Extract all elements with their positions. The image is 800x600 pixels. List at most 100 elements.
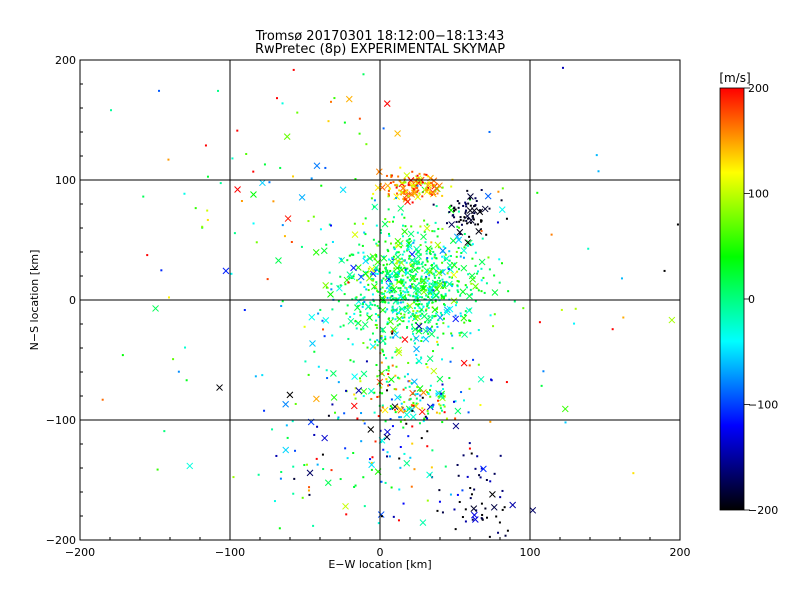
data-point-dot [397, 175, 400, 178]
data-point-dot [275, 454, 278, 457]
data-point-dot [412, 241, 415, 244]
data-point-dot [458, 332, 461, 335]
data-point-dot [408, 279, 411, 282]
data-point-dot [474, 264, 477, 267]
data-point-dot [424, 309, 427, 312]
data-point-dot [455, 301, 458, 304]
data-point-dot [426, 430, 429, 433]
data-point-dot [403, 408, 406, 411]
data-point-x [436, 375, 444, 383]
data-point-dot [412, 401, 415, 404]
data-point-x [384, 182, 392, 190]
data-point-dot [443, 284, 446, 287]
data-point-dot [409, 286, 412, 289]
data-point-dot [351, 343, 354, 346]
data-point-dot [456, 200, 459, 203]
data-point-dot [438, 403, 441, 406]
data-point-dot [432, 262, 435, 265]
data-point-dot [413, 314, 416, 317]
data-point-dot [409, 397, 412, 400]
data-point-dot [449, 360, 452, 363]
y-tick-label: 200 [55, 54, 76, 67]
data-point-dot [379, 271, 382, 274]
data-point-dot [386, 451, 389, 454]
data-point-x [426, 286, 434, 294]
data-point-dot [387, 250, 390, 253]
data-point-x [275, 257, 282, 264]
data-point-dot [337, 300, 340, 303]
data-point-dot [402, 388, 405, 391]
data-point-dot [426, 302, 429, 305]
data-point-dot [413, 301, 416, 304]
data-point-dot [426, 303, 429, 306]
data-point-dot [431, 293, 434, 296]
data-point-dot [345, 312, 348, 315]
data-point-dot [380, 515, 383, 518]
data-point-dot [184, 346, 187, 349]
data-point-dot [454, 304, 457, 307]
data-point-dot [330, 469, 333, 472]
data-point-dot [396, 324, 399, 327]
data-point-dot [431, 449, 434, 452]
data-point-dot [415, 193, 418, 196]
data-point-dot [416, 392, 419, 395]
data-point-dot [432, 203, 435, 206]
data-point-dot [435, 264, 438, 267]
data-point-x [443, 255, 450, 262]
data-point-dot [275, 97, 278, 100]
data-point-dot [391, 330, 394, 333]
data-point-dot [384, 335, 387, 338]
data-point-dot [379, 229, 382, 232]
data-point-dot [370, 461, 373, 464]
data-point-x [392, 331, 399, 339]
x-tick-label: −200 [65, 546, 95, 559]
data-point-dot [423, 219, 426, 222]
data-point-dot [380, 336, 383, 339]
data-point-dot [358, 243, 361, 246]
data-point-dot [489, 420, 492, 423]
data-point-dot [402, 502, 405, 505]
data-point-dot [146, 254, 149, 257]
data-point-dot [505, 217, 508, 220]
data-point-x [313, 395, 320, 403]
data-point-x [338, 256, 346, 264]
data-point-dot [403, 216, 406, 219]
data-point-dot [415, 361, 418, 364]
data-point-x [450, 261, 458, 269]
data-point-x [366, 314, 373, 322]
data-point-dot [434, 270, 437, 273]
data-point-dot [410, 382, 413, 385]
data-point-dot [404, 225, 407, 228]
data-point-dot [384, 290, 387, 293]
data-point-dot [413, 239, 416, 242]
data-point-dot [397, 267, 400, 270]
data-point-dot [363, 422, 366, 425]
data-point-dot [399, 420, 402, 423]
data-point-x [422, 335, 430, 343]
data-point-dot [456, 225, 459, 228]
data-point-dot [386, 308, 389, 311]
data-point-x [433, 285, 441, 293]
data-point-dot [564, 421, 567, 424]
data-point-dot [389, 282, 392, 285]
data-point-dot [402, 182, 405, 185]
data-point-dot [437, 267, 440, 270]
data-point-dot [469, 288, 472, 291]
data-point-dot [454, 208, 457, 211]
data-point-dot [185, 379, 188, 382]
data-point-x [216, 384, 223, 391]
data-point-dot [457, 474, 460, 477]
data-point-dot [301, 496, 304, 499]
data-point-dot [440, 392, 443, 395]
data-point-x [234, 186, 241, 193]
data-point-dot [421, 296, 424, 299]
data-point-dot [425, 363, 428, 366]
data-point-dot [348, 254, 351, 257]
data-point-dot [356, 417, 359, 420]
data-point-x [361, 321, 369, 328]
data-point-x [460, 264, 468, 272]
data-point-dot [400, 257, 403, 260]
data-point-dot [381, 293, 384, 296]
data-point-dot [488, 268, 491, 271]
data-point-dot [396, 281, 399, 284]
